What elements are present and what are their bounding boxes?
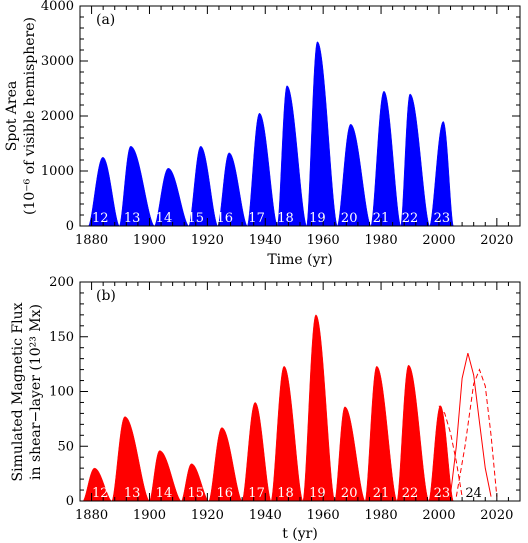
panel-a-cycle-fill	[118, 145, 156, 227]
panel-b-cycle-fill	[208, 427, 243, 502]
panel-b-cycle-fill	[334, 406, 366, 502]
panel-a-x-tick-label: 1960	[307, 233, 340, 248]
panel-a-cycle-fill	[87, 156, 120, 227]
panel-a-cycle-fill	[370, 90, 402, 227]
panel-a-cycle-fills	[87, 41, 454, 227]
panel-b-cycle-fill	[428, 405, 454, 502]
panel-b-cycle-fill	[396, 364, 430, 502]
panel-b-forecast-curves	[438, 353, 498, 497]
panel-b-ticks: 1880 1900 1920 1940 1960 1980 2000 202005010015…	[49, 275, 521, 523]
panel-a-cycle-labels: 12 13 14 15 16 17 18 19 20 21 22 23	[92, 211, 450, 226]
panel-a-cycle-number-label: 15	[188, 211, 205, 226]
panel-b-cycle-fill	[241, 402, 272, 502]
panel-b-cycle-number-label: 20	[341, 486, 358, 501]
panel-a-ticks: 1880 1900 1920 1940 1960 1980 2000 202001000200…	[41, 0, 521, 248]
panel-a-cycle-number-label: 21	[373, 211, 390, 226]
panel-b-cycle-labels: 12 13 14 15 16 17 18 19 20 21 22 23 24	[92, 486, 482, 501]
panel-b-y-tick-label: 0	[66, 494, 74, 509]
panel-b-cycle-fill	[270, 366, 304, 502]
panel-b-y-axis-title-line1: Simulated Magnetic Flux	[10, 302, 26, 481]
panel-b-x-tick-label: 2020	[480, 508, 513, 523]
panel-a-y-tick-label: 3000	[41, 54, 74, 69]
panel-b-y-tick-label: 100	[49, 385, 74, 400]
panel-b-cycle-number-label: 22	[402, 486, 419, 501]
panel-b-x-tick-label: 1960	[307, 508, 340, 523]
panel-b-y-tick-label: 200	[49, 275, 74, 290]
panel-a-cycle-fill	[400, 93, 431, 227]
panel-b-cycle-fill	[111, 416, 151, 502]
panel-a-cycle-number-label: 16	[216, 211, 233, 226]
panel-a-y-tick-label: 4000	[41, 0, 74, 14]
panel-a-x-axis-title: Time (yr)	[267, 252, 332, 268]
panel-a-cycle-number-label: 12	[92, 211, 109, 226]
panel-b-y-tick-label: 150	[49, 330, 74, 345]
panel-a-spot-area: 1880 1900 1920 1940 1960 1980 2000 202001000200…	[4, 0, 521, 268]
panel-b-x-tick-label: 1980	[365, 508, 398, 523]
panel-a-x-tick-label: 1980	[365, 233, 398, 248]
panel-b-cycle-fill	[82, 467, 112, 502]
panel-a-y-tick-label: 0	[66, 219, 74, 234]
panel-a-cycle-fill	[217, 152, 248, 227]
panel-a-label: (a)	[96, 12, 115, 28]
panel-b-y-tick-label: 50	[57, 439, 74, 454]
panel-a-y-axis-title-line1: Spot Area	[4, 81, 20, 152]
panel-b-cycle-number-label: 23	[434, 486, 451, 501]
panel-a-cycle-number-label: 22	[402, 211, 419, 226]
forecast-curve-dashed	[455, 368, 498, 497]
panel-b-x-tick-label: 1940	[249, 508, 282, 523]
panel-a-cycle-number-label: 18	[277, 211, 294, 226]
panel-b-cycle-number-label: 13	[124, 486, 141, 501]
panel-a-cycle-number-label: 14	[156, 211, 173, 226]
panel-a-x-tick-label: 1940	[249, 233, 282, 248]
panel-a-x-tick-label: 1900	[133, 233, 166, 248]
panel-b-cycle-number-label: 24	[465, 486, 482, 501]
forecast-curve-solid	[450, 353, 492, 497]
panel-a-cycle-fill	[336, 123, 372, 227]
panel-a-cycle-number-label: 23	[434, 211, 451, 226]
panel-b-x-tick-label: 1900	[133, 508, 166, 523]
panel-a-y-tick-label: 2000	[41, 109, 74, 124]
panel-a-cycle-fill	[153, 167, 190, 227]
panel-a-cycle-number-label: 20	[341, 211, 358, 226]
panel-a-cycle-fill	[188, 145, 219, 227]
panel-a-cycle-fill	[306, 41, 338, 227]
panel-b-x-axis-title: t (yr)	[282, 526, 318, 542]
panel-a-cycle-number-label: 13	[124, 211, 141, 226]
panel-b-x-tick-label: 1920	[191, 508, 224, 523]
panel-a-x-tick-label: 2020	[480, 233, 513, 248]
panel-b-cycle-fill	[302, 314, 336, 502]
panel-a-cycle-fill	[429, 121, 454, 227]
panel-a-x-tick-label: 1880	[75, 233, 108, 248]
panel-a-cycle-number-label: 19	[309, 211, 326, 226]
panel-a-x-tick-label: 1920	[191, 233, 224, 248]
panel-b-label: (b)	[96, 288, 116, 304]
panel-a-cycle-fill	[246, 112, 278, 227]
panel-b-cycle-fills	[82, 314, 454, 502]
panel-b-cycle-number-label: 19	[309, 486, 326, 501]
panel-b-cycle-number-label: 21	[373, 486, 390, 501]
panel-b-cycle-number-label: 14	[156, 486, 173, 501]
panel-b-cycle-fill	[148, 450, 182, 502]
panel-b-cycle-number-label: 16	[216, 486, 233, 501]
panel-a-y-tick-label: 1000	[41, 164, 74, 179]
panel-a-y-axis-title-line2: (10⁻⁶ of visible hemisphere)	[22, 17, 38, 215]
panel-b-y-axis-title-line2: in shear−layer (10²³ Mx)	[28, 304, 44, 480]
panel-b-cycle-fill	[180, 463, 209, 502]
panel-b-simulated-flux: 1880 1900 1920 1940 1960 1980 2000 202005010015…	[10, 275, 521, 542]
panel-b-cycle-fill	[364, 366, 398, 502]
panel-b-cycle-number-label: 18	[277, 486, 294, 501]
panel-b-cycle-number-label: 17	[248, 486, 265, 501]
panel-a-cycle-number-label: 17	[248, 211, 265, 226]
panel-b-x-tick-label: 2000	[422, 508, 455, 523]
panel-a-cycle-fill	[277, 85, 308, 227]
panel-b-cycle-number-label: 15	[188, 486, 205, 501]
panel-a-x-tick-label: 2000	[422, 233, 455, 248]
panel-b-cycle-number-label: 12	[92, 486, 109, 501]
panel-b-x-tick-label: 1880	[75, 508, 108, 523]
